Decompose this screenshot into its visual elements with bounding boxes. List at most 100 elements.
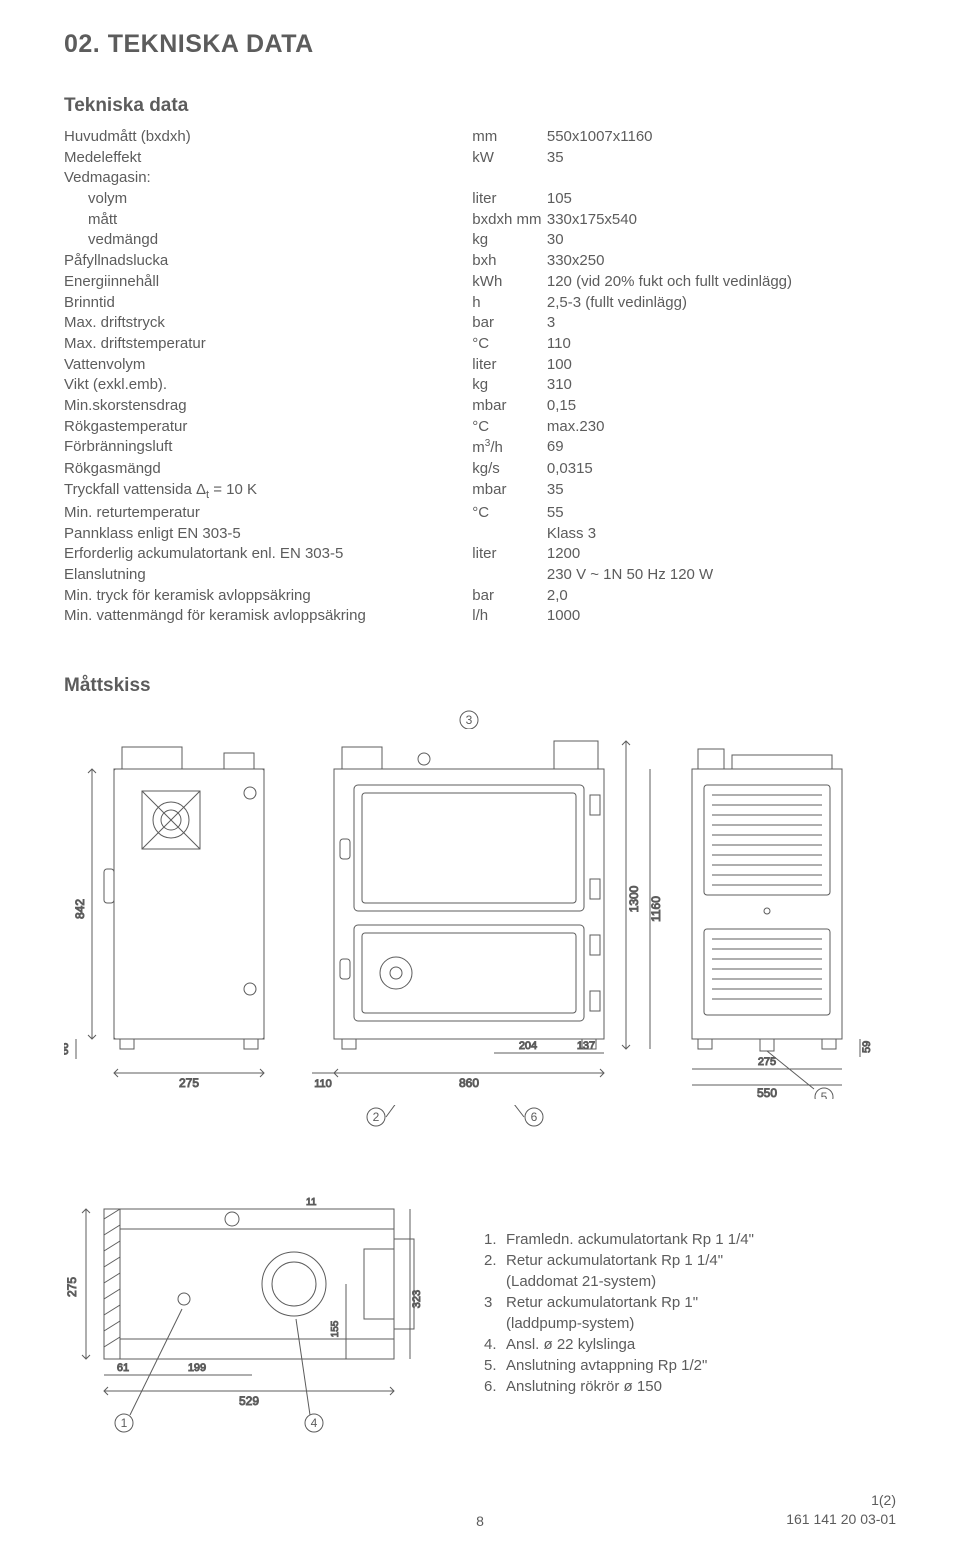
spec-unit: bxdxh mm: [472, 210, 547, 231]
legend-text: Ansl. ø 22 kylslinga: [506, 1334, 894, 1355]
legend-item: 3Retur ackumulatortank Rp 1": [484, 1292, 894, 1313]
drawing-legend: 1.Framledn. ackumulatortank Rp 1 1/4"2.R…: [484, 1229, 894, 1397]
spec-value: 120 (vid 20% fukt och fullt vedinlägg): [547, 272, 809, 293]
spec-value: 0,15: [547, 396, 809, 417]
table-row: Erforderlig ackumulatortank enl. EN 303-…: [64, 544, 809, 565]
spec-param: Vattenvolym: [64, 355, 472, 376]
spec-param: Medeleffekt: [64, 148, 472, 169]
sheet-number: 1(2): [786, 1491, 896, 1510]
spec-param: Förbränningsluft: [64, 437, 472, 459]
drawing-top-view: 529 61 199 275 323 155 11: [64, 1179, 444, 1439]
subheading-mattskiss: Måttskiss: [64, 675, 896, 697]
callout-4-icon: 4: [296, 1319, 323, 1432]
table-row: Min. tryck för keramisk avloppsäkringbar…: [64, 586, 809, 607]
svg-text:5: 5: [821, 1090, 828, 1099]
spec-value: 550x1007x1160: [547, 127, 809, 148]
spec-param: vedmängd: [64, 230, 472, 251]
spec-param: Min. vattenmängd för keramisk avloppsäkr…: [64, 606, 472, 627]
spec-unit: kg: [472, 375, 547, 396]
spec-unit: kg: [472, 230, 547, 251]
svg-text:66: 66: [64, 1043, 71, 1055]
spec-value: 310: [547, 375, 809, 396]
svg-text:199: 199: [188, 1362, 206, 1374]
spec-param: Brinntid: [64, 293, 472, 314]
spec-value: 2,0: [547, 586, 809, 607]
spec-param: volym: [64, 189, 472, 210]
spec-param: Max. driftstemperatur: [64, 334, 472, 355]
spec-value: 1000: [547, 606, 809, 627]
legend-subtext: (laddpump-system): [484, 1313, 894, 1334]
spec-unit: bxh: [472, 251, 547, 272]
spec-value: 110: [547, 334, 809, 355]
svg-text:6: 6: [531, 1110, 538, 1124]
spec-unit: mbar: [472, 480, 547, 503]
spec-value: 330x175x540: [547, 210, 809, 231]
table-row: Rökgastemperatur°Cmax.230: [64, 417, 809, 438]
spec-value: 230 V ~ 1N 50 Hz 120 W: [547, 565, 809, 586]
svg-text:204: 204: [519, 1040, 537, 1052]
legend-number: 3: [484, 1292, 506, 1313]
table-row: Max. driftstemperatur°C110: [64, 334, 809, 355]
svg-text:110: 110: [314, 1078, 332, 1090]
spec-value: 35: [547, 480, 809, 503]
spec-value: 0,0315: [547, 459, 809, 480]
svg-text:860: 860: [459, 1076, 479, 1090]
spec-value: 69: [547, 437, 809, 459]
table-row: Pannklass enligt EN 303-5 Klass 3: [64, 524, 809, 545]
doc-number: 161 141 20 03-01: [786, 1510, 896, 1529]
svg-text:1300: 1300: [627, 885, 641, 912]
spec-unit: l/h: [472, 606, 547, 627]
svg-text:155: 155: [330, 1320, 341, 1337]
section-title: 02. TEKNISKA DATA: [64, 30, 896, 59]
table-row: Vattenvolymliter100: [64, 355, 809, 376]
legend-number: 5.: [484, 1355, 506, 1376]
svg-text:323: 323: [411, 1290, 423, 1308]
spec-param: Tryckfall vattensida Δt = 10 K: [64, 480, 472, 503]
spec-unit: [472, 565, 547, 586]
legend-number: 6.: [484, 1376, 506, 1397]
table-row: Tryckfall vattensida Δt = 10 Kmbar35: [64, 480, 809, 503]
legend-number: 2.: [484, 1250, 506, 1271]
spec-value: max.230: [547, 417, 809, 438]
svg-text:275: 275: [179, 1076, 199, 1090]
spec-param: Min. returtemperatur: [64, 503, 472, 524]
spec-unit: liter: [472, 544, 547, 565]
spec-unit: h: [472, 293, 547, 314]
spec-param: Pannklass enligt EN 303-5: [64, 524, 472, 545]
spec-unit: kWh: [472, 272, 547, 293]
callout-2-icon: 2: [367, 1108, 385, 1126]
page-number: 8: [64, 1513, 896, 1529]
callout-3-icon: 3: [458, 709, 480, 731]
legend-text: Retur ackumulatortank Rp 1 1/4": [506, 1250, 894, 1271]
drawing-left-view: 842 66 275: [64, 729, 284, 1099]
spec-unit: kW: [472, 148, 547, 169]
spec-unit: °C: [472, 417, 547, 438]
table-row: Max. driftstryckbar3: [64, 313, 809, 334]
spec-value: Klass 3: [547, 524, 809, 545]
svg-text:59: 59: [861, 1041, 873, 1053]
spec-param: Min. tryck för keramisk avloppsäkring: [64, 586, 472, 607]
spec-param: Energiinnehåll: [64, 272, 472, 293]
spec-unit: °C: [472, 503, 547, 524]
table-row: Brinntidh2,5-3 (fullt vedinlägg): [64, 293, 809, 314]
spec-param: Max. driftstryck: [64, 313, 472, 334]
spec-value: 1200: [547, 544, 809, 565]
spec-table: Huvudmått (bxdxh)mm550x1007x1160Medeleff…: [64, 127, 809, 627]
svg-text:4: 4: [311, 1416, 318, 1430]
table-row: Rökgasmängdkg/s0,0315: [64, 459, 809, 480]
spec-value: 100: [547, 355, 809, 376]
spec-unit: mbar: [472, 396, 547, 417]
drawing-right-view: 275 550 59 5: [674, 729, 894, 1099]
spec-param: Vedmagasin:: [64, 168, 472, 189]
spec-param: Elanslutning: [64, 565, 472, 586]
spec-unit: liter: [472, 355, 547, 376]
svg-text:550: 550: [757, 1086, 777, 1099]
svg-text:3: 3: [466, 713, 473, 727]
table-row: vedmängdkg30: [64, 230, 809, 251]
legend-text: Framledn. ackumulatortank Rp 1 1/4": [506, 1229, 894, 1250]
dimension-drawings: 3: [64, 709, 896, 1469]
legend-text: Retur ackumulatortank Rp 1": [506, 1292, 894, 1313]
spec-unit: bar: [472, 313, 547, 334]
svg-text:275: 275: [65, 1277, 79, 1297]
legend-number: 4.: [484, 1334, 506, 1355]
